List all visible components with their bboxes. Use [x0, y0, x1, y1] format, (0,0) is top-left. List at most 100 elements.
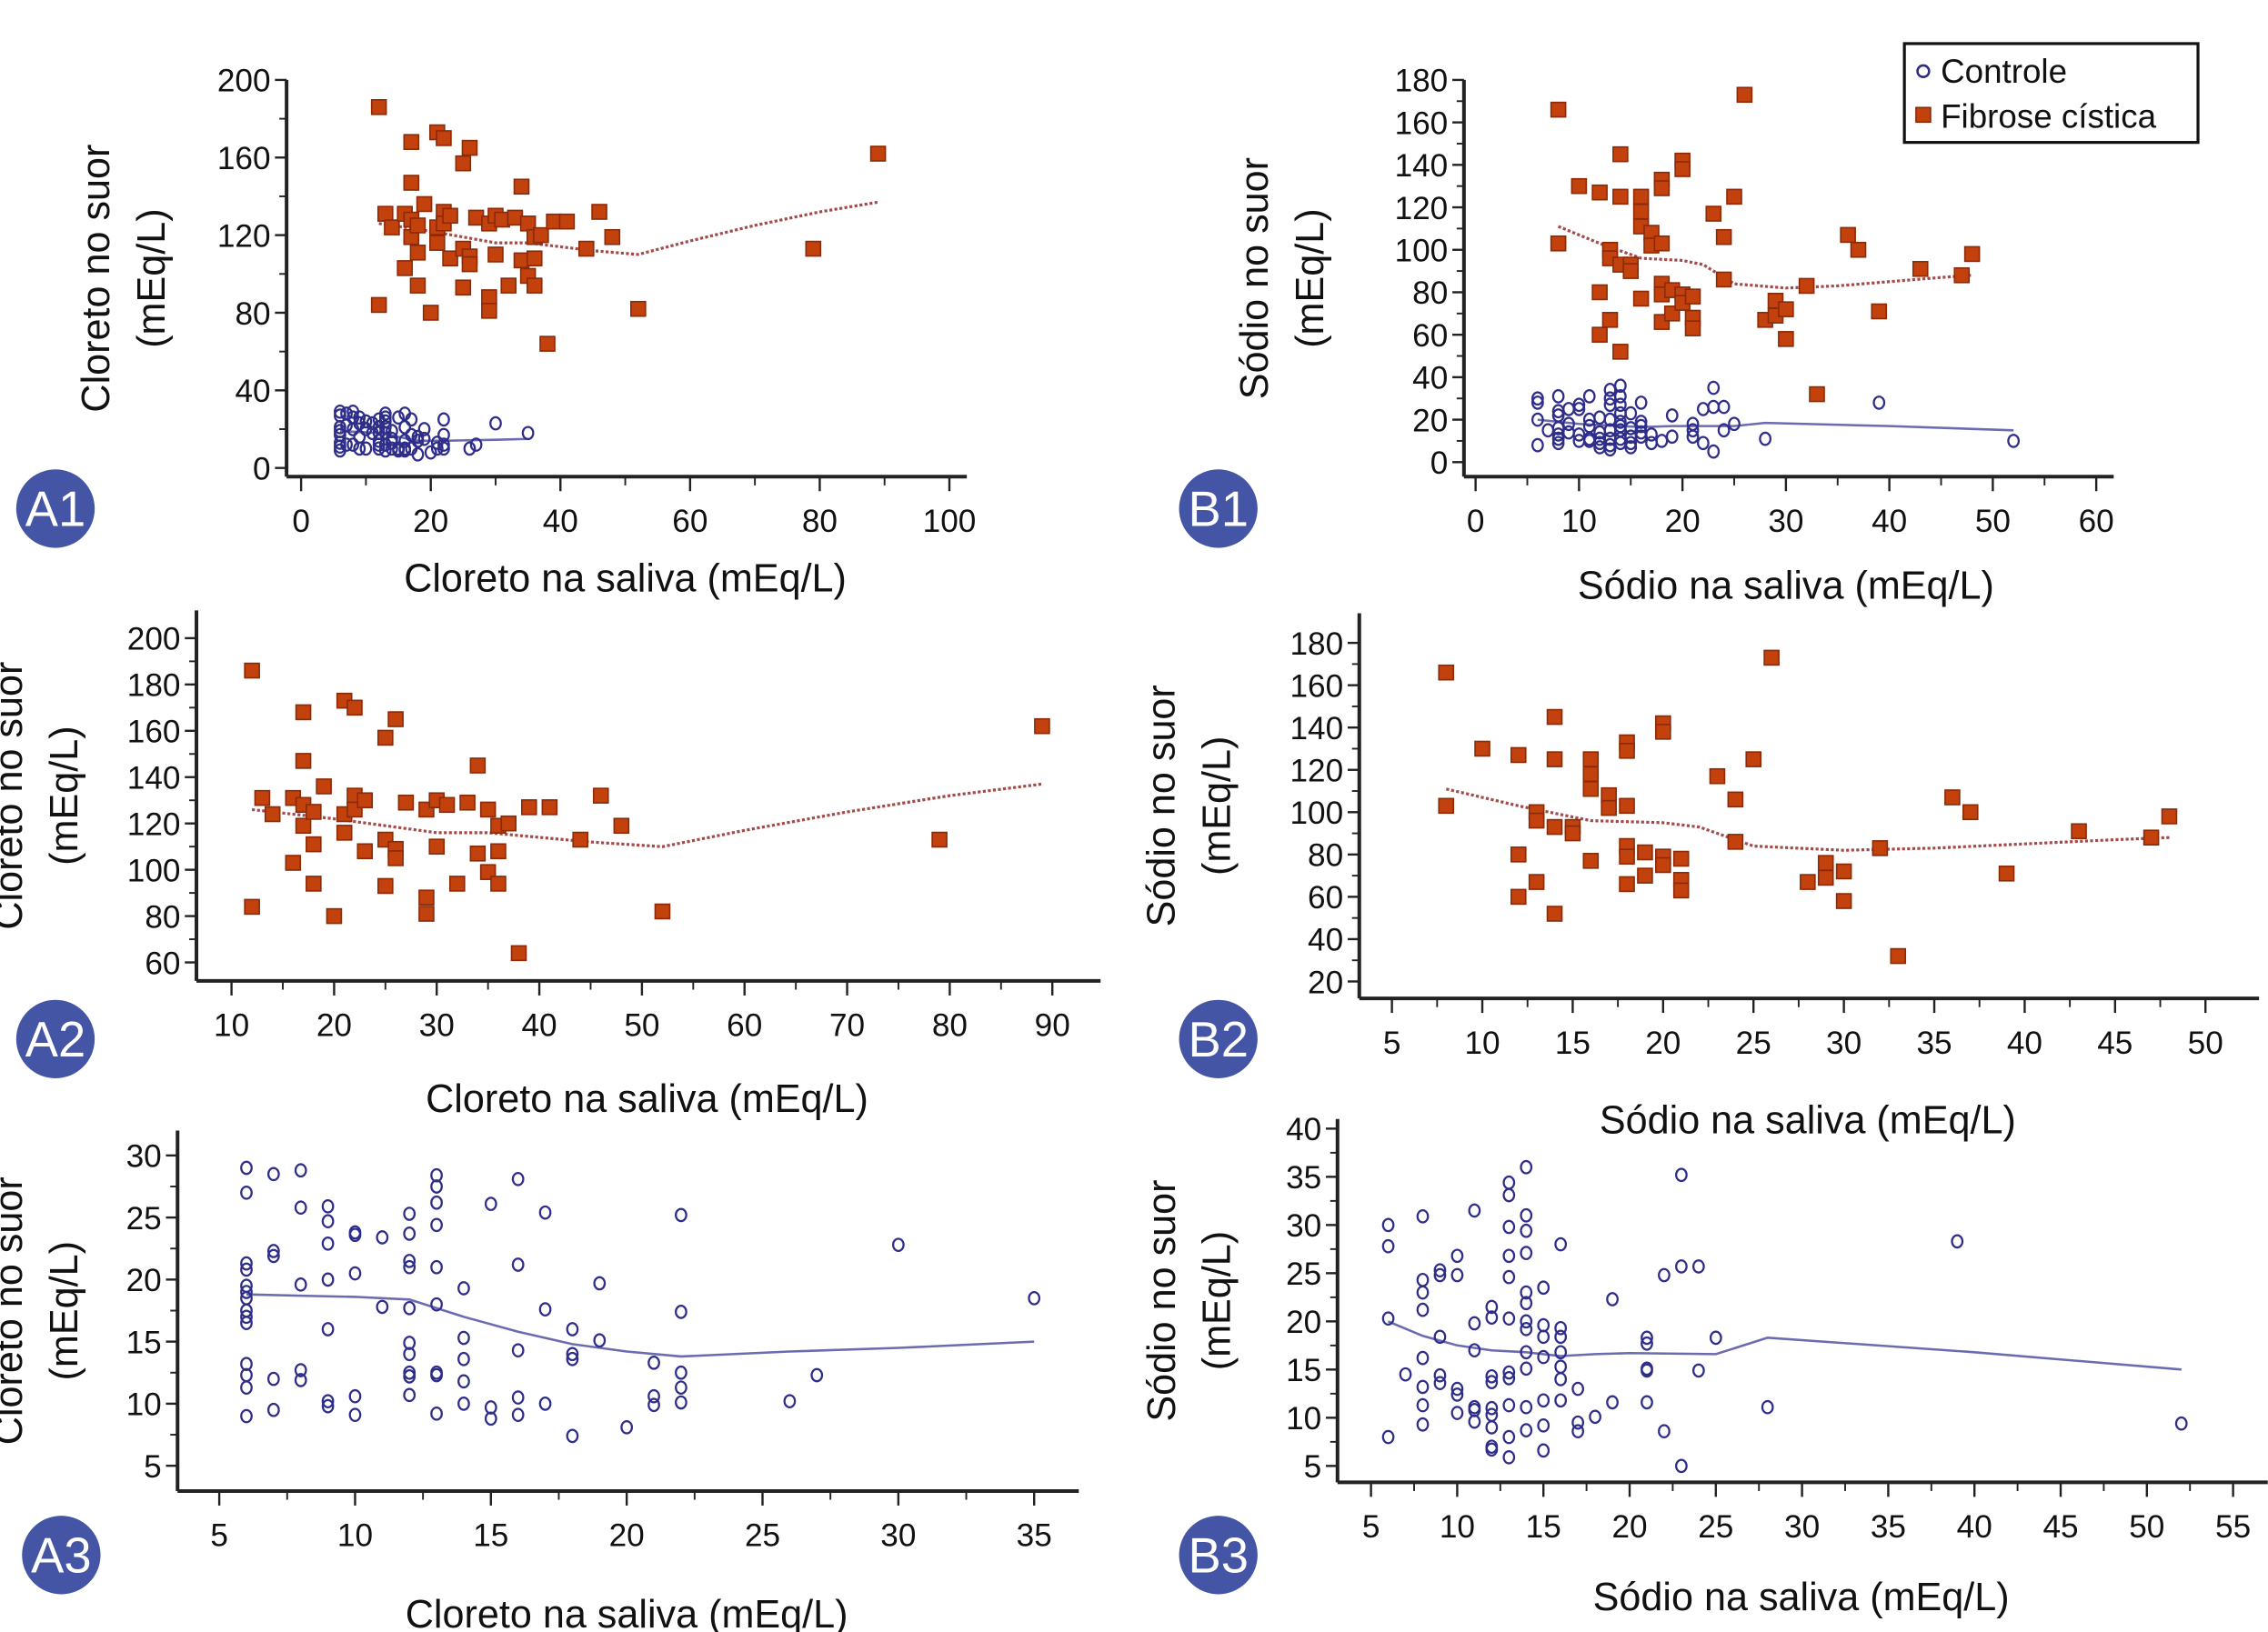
x-tick-label: 50 [624, 1008, 659, 1044]
y-tick-label: 120 [217, 218, 271, 254]
data-point [417, 422, 431, 436]
data-point [2071, 823, 2087, 840]
series-controle [240, 1160, 1041, 1444]
data-point [321, 1236, 335, 1251]
data-point [1675, 1167, 1688, 1183]
y-tick-label: 160 [1290, 668, 1343, 704]
x-tick-label: 70 [829, 1008, 865, 1044]
panel-badge-label: A3 [31, 1527, 91, 1583]
x-tick-label: 60 [672, 504, 707, 539]
data-point [1658, 1267, 1671, 1283]
data-point [1564, 825, 1581, 842]
data-point [1520, 1285, 1533, 1300]
data-point [1672, 882, 1690, 899]
data-point [489, 416, 502, 431]
data-point [1546, 906, 1563, 922]
data-point [1520, 1322, 1533, 1337]
data-point [1520, 1223, 1533, 1238]
data-point [620, 1419, 634, 1435]
data-point [1715, 271, 1732, 288]
data-point [411, 446, 425, 462]
y-tick-label: 180 [127, 668, 181, 704]
data-point [266, 1244, 280, 1258]
data-point [1850, 241, 1867, 258]
x-tick-label: 15 [473, 1518, 508, 1554]
data-point [510, 945, 527, 962]
y-axis-title: Sódio no suor [1140, 1179, 1184, 1421]
data-point [1809, 385, 1825, 403]
y-tick-label: 40 [1308, 923, 1343, 958]
data-point [321, 1398, 335, 1414]
y-tick-label: 60 [1308, 880, 1343, 916]
data-point [1450, 1381, 1464, 1397]
data-point [500, 277, 517, 294]
data-point [321, 1198, 335, 1214]
data-point [1715, 228, 1732, 245]
data-point [654, 903, 671, 920]
data-point [1962, 804, 1979, 821]
data-point [511, 1343, 525, 1358]
data-point [376, 1230, 389, 1245]
data-point [1528, 812, 1545, 829]
data-point [1612, 188, 1629, 205]
data-point [455, 155, 472, 172]
y-axis-title-units: (mEq/L) [43, 1241, 86, 1380]
legend-fibrose-marker [1915, 106, 1932, 124]
data-point [521, 426, 535, 441]
x-tick-label: 40 [2007, 1026, 2042, 1061]
data-point [1416, 1350, 1430, 1366]
data-point [1622, 263, 1640, 279]
y-axis-title-units: (mEq/L) [1195, 1231, 1239, 1370]
y-tick-label: 140 [127, 761, 181, 796]
data-point [1537, 1349, 1550, 1365]
data-point [1520, 1423, 1533, 1437]
data-point [1416, 1285, 1430, 1300]
x-tick-label: 20 [1611, 1509, 1647, 1545]
y-tick-label: 160 [217, 141, 271, 176]
data-point [810, 1367, 824, 1383]
data-point [1705, 205, 1722, 222]
x-tick-label: 5 [210, 1518, 228, 1554]
data-point [240, 1256, 253, 1271]
data-point [1582, 853, 1600, 869]
data-point [1416, 1417, 1430, 1432]
data-point [1653, 180, 1671, 196]
y-tick-label: 5 [1304, 1449, 1322, 1485]
data-point [1835, 863, 1852, 880]
y-tick-label: 5 [144, 1449, 162, 1485]
data-point [1531, 437, 1544, 453]
data-point [1485, 1368, 1499, 1384]
data-point [1582, 780, 1600, 797]
data-point [437, 427, 450, 443]
data-point [372, 441, 386, 456]
y-tick-label: 120 [1290, 754, 1343, 789]
panel-badge [15, 999, 95, 1079]
data-point [490, 843, 507, 860]
data-point [353, 410, 366, 426]
data-point [593, 1333, 607, 1348]
data-point [1641, 1336, 1653, 1351]
data-point [1614, 397, 1627, 413]
data-point [869, 145, 887, 162]
data-point [675, 1365, 687, 1380]
data-point [437, 441, 450, 456]
data-point [1502, 1175, 1516, 1190]
data-point [1531, 412, 1544, 427]
data-point [1416, 1208, 1430, 1224]
data-point [1697, 402, 1710, 416]
data-point [1520, 1159, 1533, 1175]
y-tick-label: 40 [235, 374, 270, 409]
data-point [1546, 708, 1563, 726]
data-point [1963, 245, 1981, 263]
x-tick-label: 40 [1957, 1509, 1992, 1545]
data-point [1468, 1316, 1481, 1331]
data-point [1686, 429, 1700, 445]
data-point [392, 443, 405, 458]
data-point [240, 1185, 253, 1200]
data-point [409, 277, 427, 294]
data-point [1736, 86, 1753, 104]
data-point [1572, 427, 1586, 442]
data-point [490, 876, 507, 892]
data-point [1531, 391, 1544, 406]
